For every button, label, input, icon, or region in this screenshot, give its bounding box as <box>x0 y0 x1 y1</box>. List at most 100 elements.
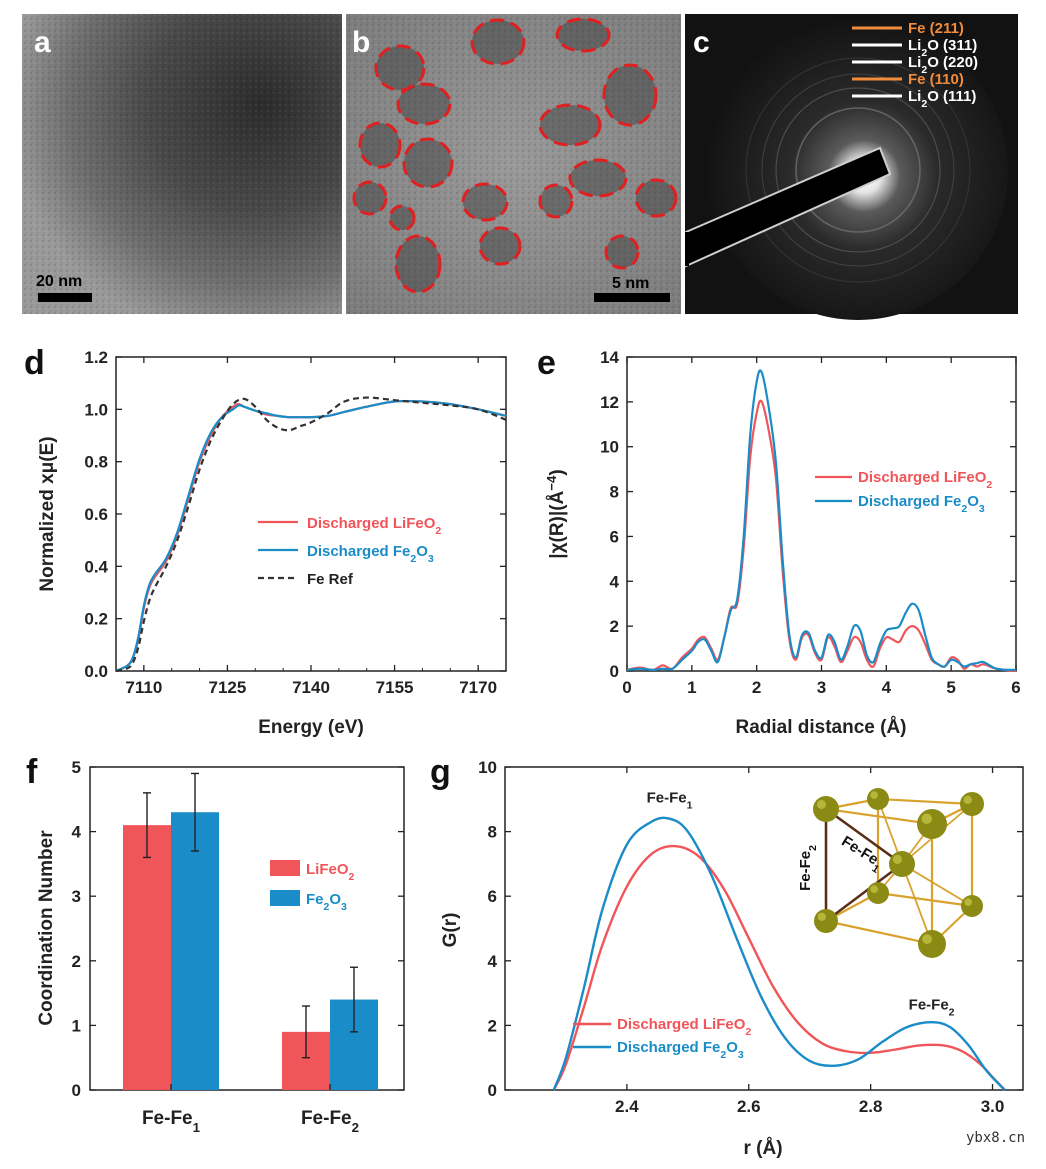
y-tick-label: 0 <box>610 662 619 681</box>
tem-panel-b: b 5 nm <box>346 14 681 314</box>
panel-b-letter: b <box>352 26 370 59</box>
panel-d-letter: d <box>24 344 45 382</box>
y-tick-label: 12 <box>600 393 619 412</box>
x-tick-label: Fe-Fe1 <box>142 1108 201 1135</box>
bar <box>171 812 219 1090</box>
x-tick-label: 7125 <box>209 678 247 697</box>
x-tick-label: 4 <box>882 678 892 697</box>
fe-atom <box>867 788 889 810</box>
y-axis-label: Normalized xμ(E) <box>37 436 58 591</box>
series-line <box>552 816 1006 1091</box>
legend-label: Fe Ref <box>307 571 354 588</box>
nanoparticle <box>480 228 520 264</box>
particle-outline <box>478 226 522 266</box>
legend-label: Discharged Fe2O3 <box>617 1039 744 1061</box>
y-tick-label: 4 <box>610 572 620 591</box>
panel-f-letter: f <box>26 753 38 791</box>
series-line <box>115 396 507 673</box>
x-tick-label: 2.8 <box>859 1097 883 1116</box>
y-tick-label: 4 <box>488 952 498 971</box>
fe-atom <box>961 895 983 917</box>
nanoparticle <box>636 180 676 216</box>
y-tick-label: 1 <box>72 1016 81 1035</box>
peak-annotation: Fe-Fe1 <box>647 790 693 812</box>
legend-swatch <box>270 860 300 876</box>
chart-f-coordination: 0 1 2 3 4 5 Fe-Fe1 Fe-Fe2 Coordination Number LiF… <box>36 758 405 1135</box>
nanoparticle <box>604 65 656 125</box>
particle-outline <box>634 178 678 218</box>
y-tick-label: 8 <box>488 823 497 842</box>
diffraction-panel-c: c Fe (211)Li2O (311)Li2O (220)Fe (110)Li… <box>685 14 1018 320</box>
ring-legend-label: Li2O (311) <box>908 37 977 59</box>
x-tick-label: 2 <box>752 678 761 697</box>
diffraction-ring <box>761 73 955 267</box>
y-tick-label: 1.2 <box>84 348 108 367</box>
particle-outline <box>358 121 402 169</box>
particle-outline <box>402 137 454 189</box>
nanoparticle <box>606 236 638 268</box>
y-axis-label: |χ(R)|(Å−4) <box>544 469 569 559</box>
series-line <box>626 369 1017 671</box>
fe-atom <box>917 809 947 839</box>
fe-atom <box>889 851 915 877</box>
y-tick-label: 0 <box>72 1081 81 1100</box>
diffraction-ring <box>795 107 921 233</box>
legend-label: LiFeO2 <box>306 861 355 883</box>
particle-outline <box>461 182 509 222</box>
y-tick-label: 1.0 <box>84 400 108 419</box>
fe-atom <box>918 930 946 958</box>
diffraction-ring <box>745 57 971 283</box>
fe-atom <box>960 792 984 816</box>
x-tick-label: 7140 <box>292 678 330 697</box>
x-tick-label: 2.6 <box>737 1097 761 1116</box>
x-axis-label: Radial distance (Å) <box>735 717 906 738</box>
chart-g-pdf: 0 2 4 6 8 10 2.4 2.6 2.8 3.0 G(r) r (Å) Fe-Fe1 Fe-Fe2… <box>440 758 1024 1159</box>
particle-outline <box>374 44 426 92</box>
y-tick-label: 5 <box>72 758 81 777</box>
series-line <box>115 399 507 673</box>
particle-outline <box>604 234 640 270</box>
scale-label-a: 20 nm <box>36 273 82 290</box>
y-tick-label: 6 <box>610 527 619 546</box>
x-tick-label: 6 <box>1011 678 1020 697</box>
y-tick-label: 0.8 <box>84 453 108 472</box>
ring-legend-label: Li2O (220) <box>908 54 978 76</box>
nanoparticle <box>390 206 414 230</box>
atom-highlight <box>921 813 932 824</box>
x-tick-label: 2.4 <box>615 1097 639 1116</box>
nanoparticle <box>396 236 440 292</box>
y-tick-label: 3 <box>72 887 81 906</box>
y-tick-label: 10 <box>600 438 619 457</box>
nanoparticle-outlines <box>352 17 678 294</box>
ring-legend-label: Fe (211) <box>908 20 964 37</box>
scale-bar-a <box>38 293 92 302</box>
particle-outline <box>352 180 388 216</box>
particle-outline <box>538 103 602 147</box>
fe-atom <box>814 909 838 933</box>
legend-label: Discharged LiFeO2 <box>307 515 441 537</box>
nanoparticle <box>570 160 626 196</box>
legend-label: Discharged LiFeO2 <box>617 1016 751 1038</box>
y-tick-label: 0.0 <box>84 662 108 681</box>
bond <box>901 863 973 907</box>
series-line <box>552 844 1006 1091</box>
particle-outline <box>394 234 442 294</box>
y-axis-label: G(r) <box>440 913 461 948</box>
plot-frame <box>504 766 1024 1091</box>
nanoparticle <box>398 84 450 124</box>
x-axis-label: r (Å) <box>743 1138 782 1159</box>
x-axis-label: Energy (eV) <box>258 717 364 738</box>
x-tick-label: 3.0 <box>981 1097 1005 1116</box>
atom-highlight <box>816 799 826 809</box>
plot-frame <box>626 356 1017 672</box>
series-line <box>626 399 1017 673</box>
y-axis-label: Coordination Number <box>36 830 57 1026</box>
y-tick-label: 0.4 <box>84 557 108 576</box>
legend-label: Fe2O3 <box>306 891 347 913</box>
bond <box>825 919 933 946</box>
panel-c-letter: c <box>693 26 710 59</box>
x-tick-label: 0 <box>622 678 631 697</box>
y-tick-label: 0 <box>488 1081 497 1100</box>
atom-highlight <box>892 854 902 864</box>
